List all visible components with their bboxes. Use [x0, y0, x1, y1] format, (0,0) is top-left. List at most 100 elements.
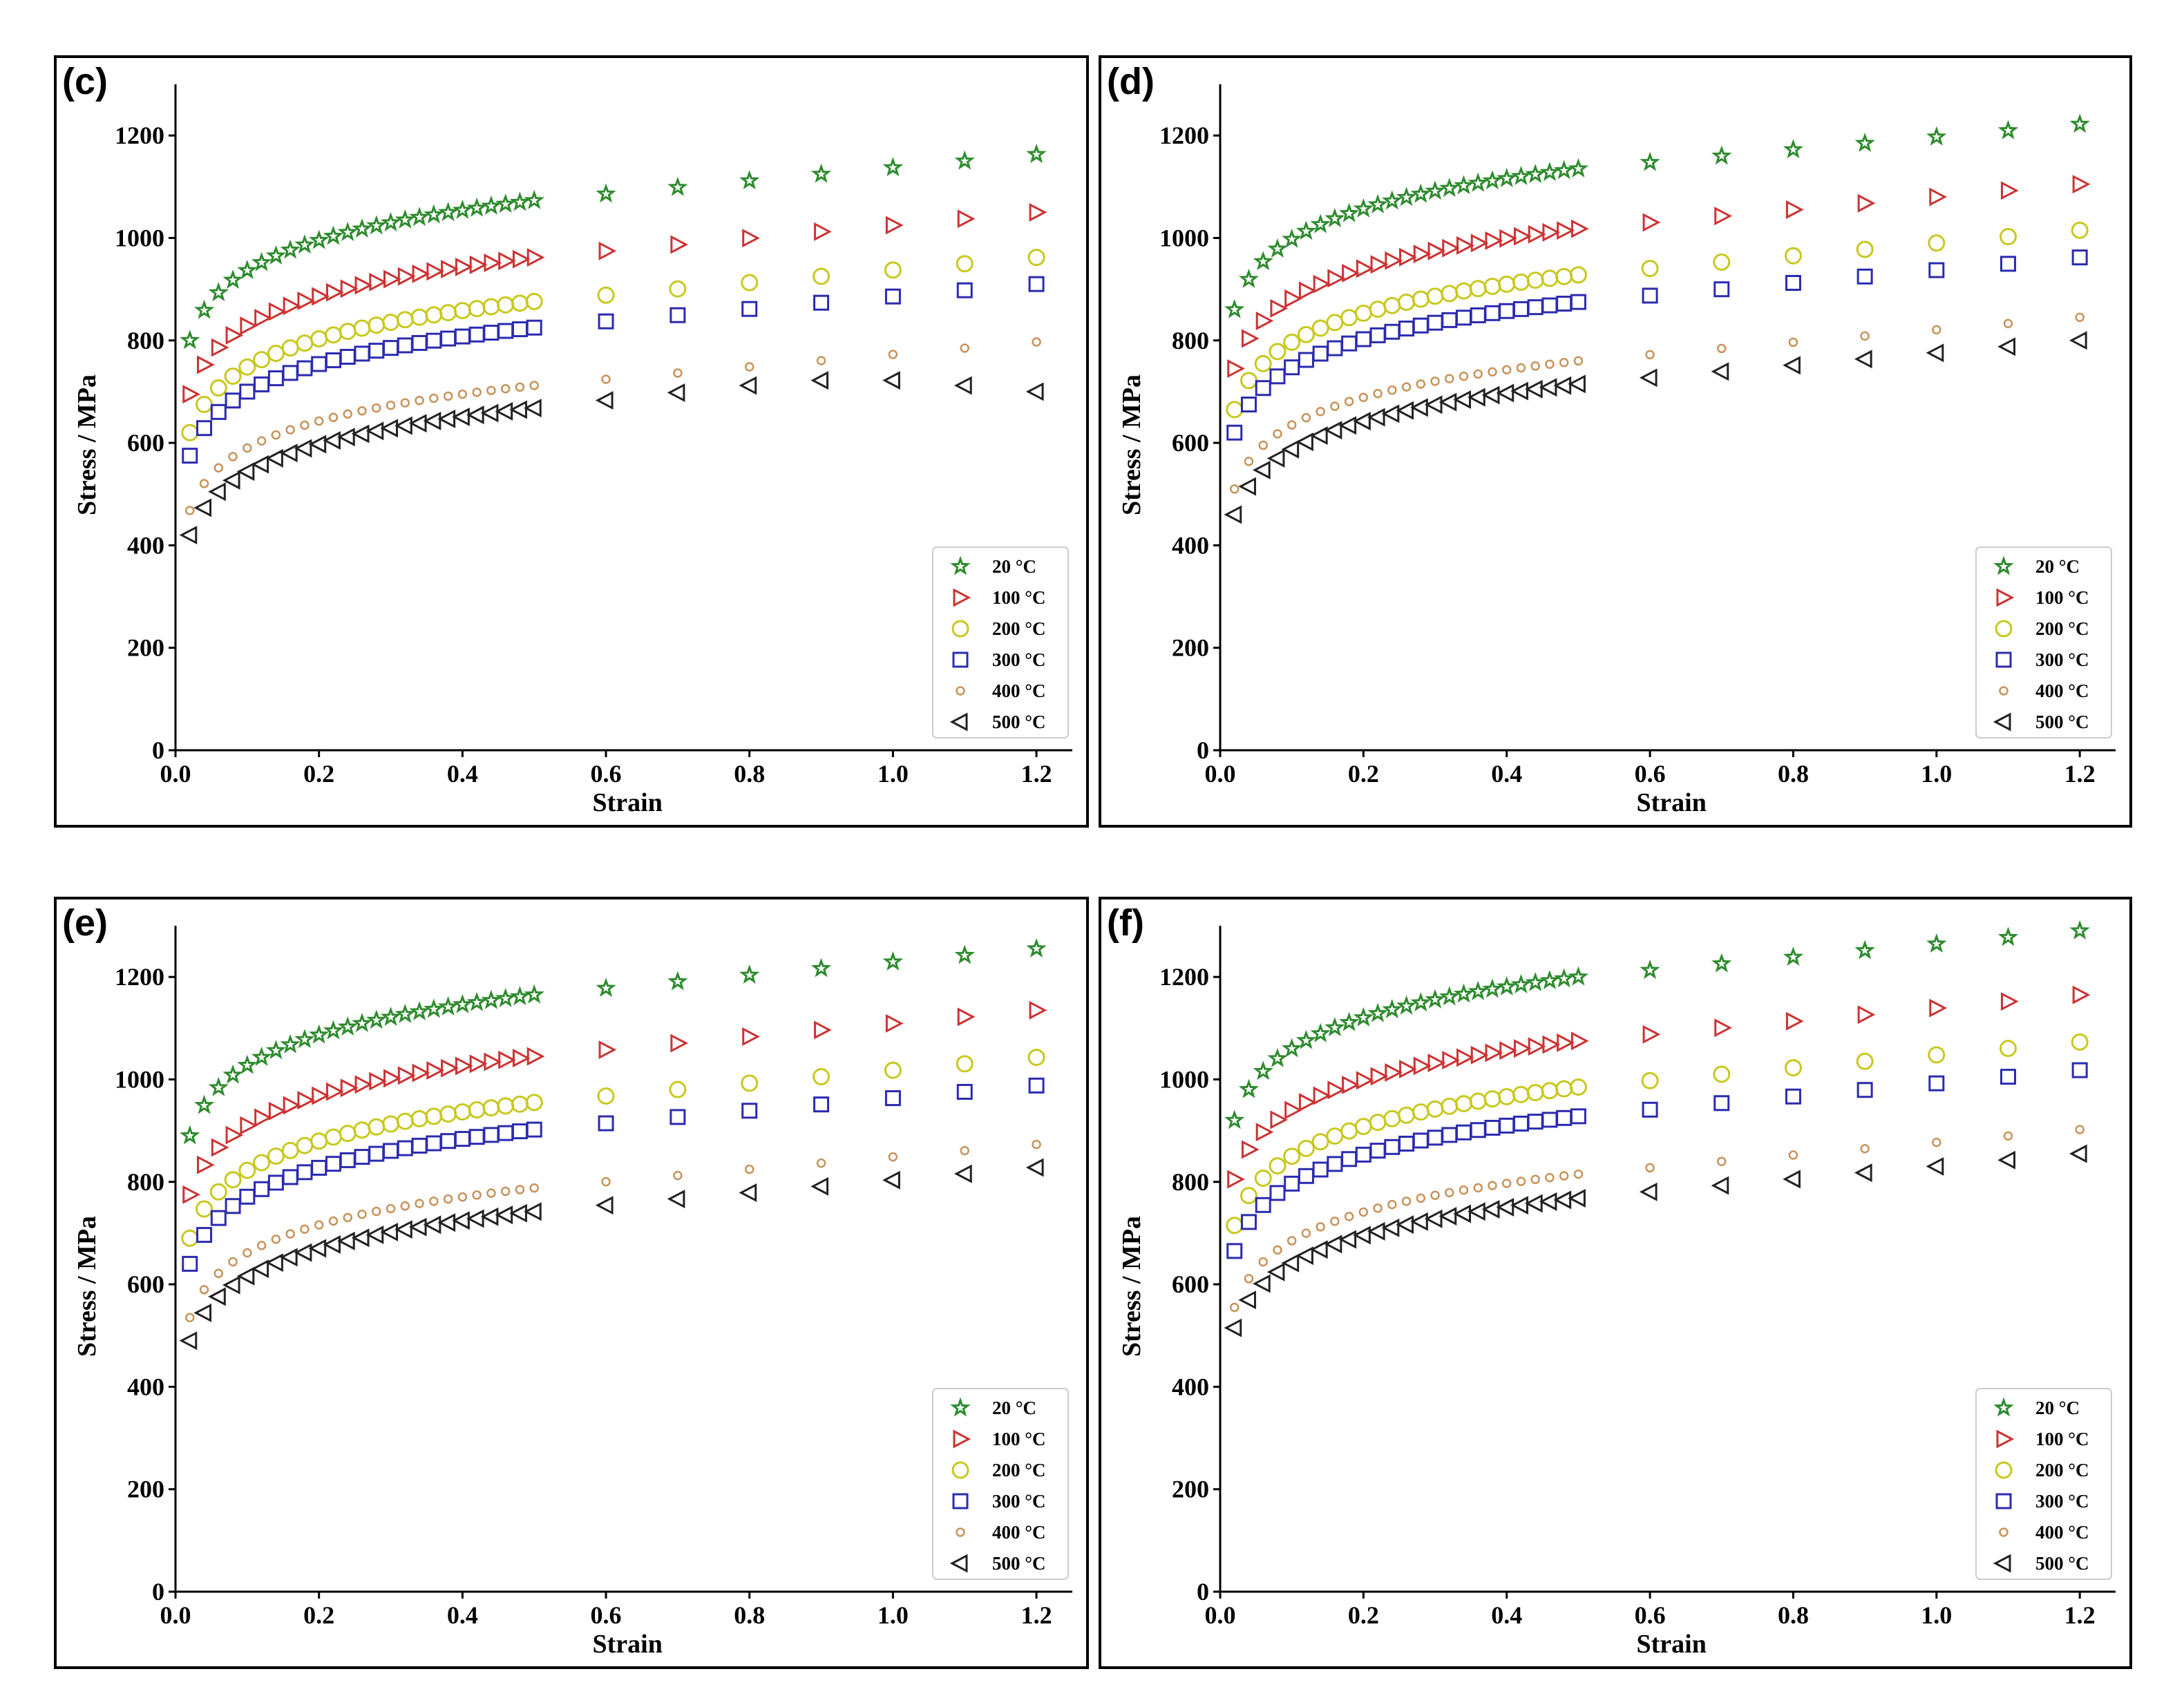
data-point	[1501, 365, 1512, 375]
data-point	[669, 1080, 687, 1098]
data-point	[415, 1199, 424, 1208]
data-point	[325, 283, 344, 302]
data-point	[1484, 1119, 1501, 1136]
y-tick-label: 200	[1172, 634, 1209, 662]
data-point	[251, 455, 269, 474]
data-point	[243, 443, 252, 453]
data-point	[1384, 1138, 1400, 1155]
data-point	[251, 1047, 272, 1066]
data-point	[412, 1063, 430, 1083]
data-point	[1339, 1011, 1360, 1031]
data-point	[1413, 245, 1432, 264]
data-point	[179, 1331, 198, 1351]
data-point	[1269, 343, 1286, 361]
data-point	[294, 1029, 315, 1049]
data-point	[2071, 1062, 2088, 1078]
data-point	[236, 462, 255, 482]
data-point	[1856, 240, 1874, 258]
x-tick-label: 0.0	[1205, 1601, 1236, 1629]
data-point	[813, 267, 830, 285]
data-point	[1281, 1253, 1300, 1273]
data-point	[2000, 1069, 2016, 1085]
data-point	[437, 996, 459, 1016]
panel-label: (e)	[62, 902, 108, 944]
data-point	[2071, 1033, 2089, 1051]
data-point	[1926, 126, 1947, 146]
data-point	[1312, 345, 1329, 362]
y-tick-label: 800	[127, 1168, 164, 1196]
data-point	[1241, 329, 1260, 348]
data-point	[1554, 968, 1575, 988]
x-tick-label: 0.2	[303, 1601, 334, 1629]
data-point	[1641, 260, 1659, 278]
data-point	[410, 308, 428, 326]
data-point	[1488, 1181, 1497, 1190]
data-point	[1281, 439, 1300, 459]
data-point	[466, 1209, 484, 1228]
data-point	[314, 1220, 324, 1230]
data-point	[208, 482, 226, 502]
data-point	[515, 1185, 525, 1194]
data-point	[2071, 249, 2088, 266]
data-point	[297, 1091, 316, 1110]
series-20c	[180, 144, 1047, 350]
data-point	[412, 264, 430, 283]
data-point	[2072, 175, 2091, 194]
data-point	[1244, 1274, 1254, 1284]
data-point	[1032, 337, 1041, 347]
data-point	[1227, 359, 1245, 379]
data-point	[185, 506, 195, 515]
data-point	[439, 304, 457, 322]
data-point	[443, 391, 453, 401]
data-point	[1569, 1078, 1587, 1096]
data-point	[1324, 1235, 1342, 1254]
data-point	[294, 234, 315, 254]
data-point	[336, 1231, 355, 1250]
data-point	[1496, 1198, 1514, 1217]
data-point	[267, 344, 285, 362]
data-point	[816, 1158, 826, 1168]
data-point	[181, 423, 199, 441]
data-point	[956, 255, 974, 273]
data-point	[328, 1216, 339, 1226]
data-point	[739, 964, 760, 984]
data-point	[1387, 385, 1397, 395]
data-point	[1785, 1088, 1801, 1105]
data-point	[396, 311, 414, 329]
data-point	[1453, 390, 1472, 409]
x-tick-label: 0.6	[591, 760, 622, 788]
data-point	[296, 1164, 313, 1181]
x-tick-label: 0.0	[160, 760, 191, 788]
data-point	[1473, 369, 1483, 379]
data-point	[957, 1007, 976, 1027]
series-400c	[185, 337, 1041, 515]
data-point	[411, 1137, 428, 1154]
data-point	[1541, 297, 1558, 314]
data-point	[884, 1061, 902, 1079]
data-point	[213, 463, 224, 473]
data-point	[472, 1190, 482, 1200]
y-tick-label: 400	[127, 1373, 164, 1400]
legend-box	[1975, 546, 2112, 739]
data-point	[1381, 404, 1400, 423]
y-tick-label: 800	[1172, 327, 1209, 354]
data-point	[1482, 978, 1503, 998]
series-500c	[179, 1158, 1044, 1351]
data-point	[1539, 378, 1557, 397]
data-point	[814, 222, 832, 241]
data-point	[1238, 1290, 1256, 1310]
data-point	[1316, 406, 1325, 417]
data-point	[1860, 331, 1870, 341]
data-point	[524, 984, 544, 1004]
y-tick-label: 1200	[1159, 963, 1209, 991]
data-point	[1270, 1110, 1289, 1130]
data-point	[1783, 946, 1804, 966]
data-point	[1639, 368, 1658, 388]
data-point	[597, 1087, 615, 1105]
data-point	[1568, 158, 1589, 178]
data-point	[308, 1239, 327, 1258]
data-point	[1481, 385, 1500, 405]
legend-marker	[949, 712, 968, 732]
data-point	[1512, 1085, 1530, 1103]
data-point	[1555, 1080, 1573, 1098]
